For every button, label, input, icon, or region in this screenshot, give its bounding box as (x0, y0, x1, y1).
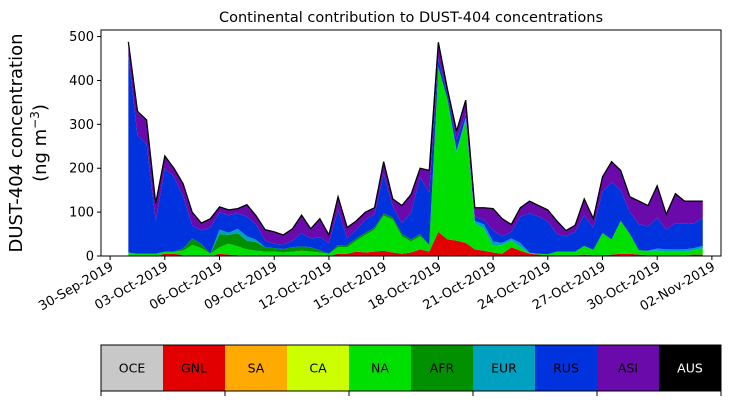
x-axis: 30-Sep-201903-Oct-201906-Oct-201909-Oct-… (36, 256, 718, 314)
legend-label: EUR (491, 361, 517, 376)
y-axis-unit-close: ) (30, 104, 51, 111)
legend-label: AUS (677, 361, 703, 376)
legend-swatch (411, 345, 474, 391)
y-tick-label: 0 (86, 250, 94, 265)
legend-swatch (101, 345, 164, 391)
y-axis-unit-exponent: −3 (28, 111, 42, 129)
y-axis-label-line2: (ng m−3) (28, 104, 51, 182)
legend-swatch (225, 345, 288, 391)
legend-swatch (659, 345, 722, 391)
plot-frame (100, 29, 722, 257)
y-axis-label-line1: DUST-404 concentration (6, 33, 27, 252)
stacked-areas (127, 41, 703, 257)
legend-swatch (597, 345, 660, 391)
legend-label: OCE (119, 361, 146, 376)
legend-swatch (287, 345, 350, 391)
chart-title: Continental contribution to DUST-404 con… (219, 10, 603, 26)
y-tick-label: 300 (69, 118, 94, 133)
y-tick-label: 400 (69, 74, 94, 89)
area-asi (128, 41, 703, 245)
y-axis: 0 100 200 300 400 500 (69, 30, 101, 265)
legend-frame (100, 344, 722, 392)
legend-swatch (163, 345, 226, 391)
legend-label: NA (371, 361, 389, 376)
y-axis-unit: (ng m (30, 129, 51, 182)
y-tick-label: 500 (69, 30, 94, 45)
area-gnl (128, 231, 703, 256)
legend: OCE GNL SA CA NA AFR EUR RUS ASI AUS (100, 344, 722, 396)
legend-swatch (349, 345, 412, 391)
legend-swatch (473, 345, 536, 391)
legend-label: RUS (553, 361, 579, 376)
legend-swatch (535, 345, 598, 391)
legend-label: SA (248, 361, 265, 376)
y-axis-label: DUST-404 concentration (ng m−3) (6, 33, 51, 252)
area-rus (128, 55, 703, 255)
legend-label: CA (309, 361, 327, 376)
legend-label: GNL (181, 361, 207, 376)
legend-label: AFR (430, 361, 455, 376)
y-tick-label: 100 (69, 206, 94, 221)
total-line (127, 41, 703, 237)
legend-label: ASI (618, 361, 638, 376)
y-tick-label: 200 (69, 162, 94, 177)
